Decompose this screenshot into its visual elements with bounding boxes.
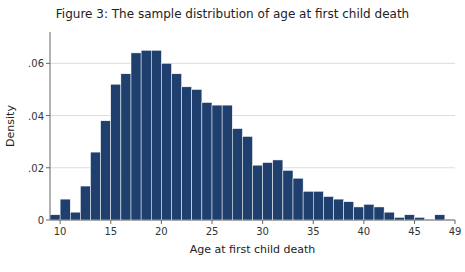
y-tick [46,167,50,168]
histogram-bar [384,212,394,220]
histogram-bar [60,199,70,220]
y-axis-line [50,32,51,220]
histogram-bar [425,220,435,221]
histogram-bar [364,204,374,220]
grid-line [50,63,455,64]
histogram-bar [182,87,192,220]
histogram-bar [354,207,364,220]
y-axis-label: Density [4,105,17,147]
page: {"chart_data": {"type": "histogram", "ti… [0,0,465,272]
y-tick [46,63,50,64]
histogram-bar [80,186,90,220]
histogram-bar [313,191,323,220]
x-tick [414,220,415,224]
histogram-bar [50,215,60,220]
histogram-bar [283,170,293,220]
histogram-bar [344,202,354,220]
histogram-bar [273,160,283,220]
histogram-bar [70,212,80,220]
x-tick [161,220,162,224]
x-axis-label: Age at first child death [190,243,316,256]
histogram-bar [263,163,273,220]
x-tick-label: 49 [449,226,462,237]
y-tick-label: .04 [28,111,44,122]
histogram-bar [293,178,303,220]
bars [50,50,445,220]
chart-title: Figure 3: The sample distribution of age… [56,7,409,21]
chart-container: Figure 3: The sample distribution of age… [0,0,465,272]
histogram-bar [242,136,252,220]
histogram-bar [131,53,141,220]
x-tick [455,220,456,224]
x-tick [363,220,364,224]
histogram-bar [141,50,151,220]
grid [50,63,455,220]
histogram-bar [323,197,333,221]
histogram-bar [303,191,313,220]
x-tick-label: 45 [408,226,421,237]
histogram-bar [192,89,202,220]
histogram-bar [151,50,161,220]
histogram-bar [111,84,121,220]
histogram-bar [121,74,131,220]
histogram-bar [222,105,232,220]
histogram-bar [91,152,101,220]
histogram-bar [212,105,222,220]
histogram-bar [394,217,404,220]
histogram-bar [253,165,263,220]
y-tick-label: .02 [28,163,44,174]
y-tick-label: 0 [38,215,44,226]
histogram-bar [232,129,242,220]
histogram-bar [161,63,171,220]
x-tick-label: 15 [104,226,117,237]
x-tick-label: 30 [256,226,269,237]
axes: 0 .02 .04 .06 10 15 20 25 30 35 40 45 49 [28,32,461,237]
x-tick-label: 20 [155,226,168,237]
histogram-bar [415,217,425,220]
histogram-bar [101,121,111,220]
x-tick-label: 10 [54,226,67,237]
histogram-bar [172,74,182,220]
x-tick-label: 40 [358,226,371,237]
x-tick [212,220,213,224]
x-tick [60,220,61,224]
x-tick [110,220,111,224]
y-tick [46,220,50,221]
x-tick [262,220,263,224]
x-tick-label: 25 [206,226,219,237]
chart-svg: Figure 3: The sample distribution of age… [0,0,465,272]
y-tick [46,115,50,116]
y-tick-label: .06 [28,58,44,69]
histogram-bar [202,103,212,221]
histogram-bar [435,215,445,220]
histogram-bar [334,199,344,220]
histogram-bar [374,207,384,220]
x-tick [313,220,314,224]
x-tick-label: 35 [307,226,320,237]
histogram-bar [445,220,455,221]
histogram-bar [404,215,414,220]
